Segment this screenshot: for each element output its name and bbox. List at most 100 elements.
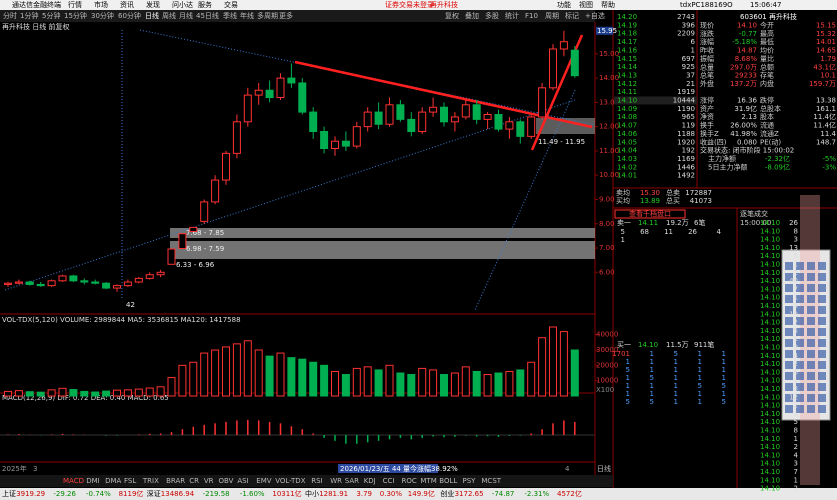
period-tab[interactable]: 60分钟: [118, 11, 141, 20]
tool-icon[interactable]: [818, 273, 826, 281]
tool-icon[interactable]: [785, 383, 793, 391]
period-tab[interactable]: 分时: [3, 11, 17, 20]
period-tab[interactable]: 15分钟: [64, 11, 87, 20]
menu-item[interactable]: 交易: [224, 0, 238, 9]
period-tab[interactable]: 30分钟: [91, 11, 114, 20]
tool-button[interactable]: 统计: [505, 11, 519, 20]
tool-icon[interactable]: [796, 372, 804, 380]
indicator-tab[interactable]: DMA: [105, 477, 121, 485]
tool-button[interactable]: 周期: [545, 12, 559, 20]
period-tab[interactable]: 1分钟: [20, 11, 38, 20]
tool-icon[interactable]: [796, 273, 804, 281]
tool-icon[interactable]: [785, 284, 793, 292]
menu-item[interactable]: 行情: [68, 0, 82, 9]
menu-item[interactable]: 帮助: [601, 0, 615, 9]
indicator-tab[interactable]: CCI: [383, 477, 395, 485]
tool-icon[interactable]: [818, 361, 826, 369]
tool-icon[interactable]: [796, 339, 804, 347]
tool-button[interactable]: +自选: [585, 11, 605, 20]
tool-icon[interactable]: [796, 405, 804, 413]
tool-icon[interactable]: [785, 306, 793, 314]
indicator-tab[interactable]: DMI: [86, 477, 100, 485]
menu-item[interactable]: 问小达: [172, 0, 193, 9]
indicator-tab[interactable]: MCST: [481, 477, 501, 485]
tool-icon[interactable]: [796, 328, 804, 336]
tool-icon[interactable]: [818, 295, 826, 303]
tool-icon[interactable]: [807, 394, 815, 402]
tool-icon[interactable]: [818, 284, 826, 292]
tool-icon[interactable]: [818, 328, 826, 336]
tool-icon[interactable]: [818, 317, 826, 325]
period-tab[interactable]: 更多: [279, 11, 293, 20]
tool-icon[interactable]: [807, 328, 815, 336]
indicator-tab[interactable]: CR: [189, 477, 199, 485]
tool-icon[interactable]: [796, 350, 804, 358]
indicator-tab[interactable]: FSL: [124, 477, 136, 485]
tool-icon[interactable]: [785, 394, 793, 402]
tool-icon[interactable]: [785, 273, 793, 281]
tool-button[interactable]: 多股: [485, 11, 499, 20]
period-tab[interactable]: 月线: [179, 11, 193, 20]
tool-icon[interactable]: [796, 262, 804, 270]
tool-icon[interactable]: [807, 317, 815, 325]
period-tab[interactable]: 多周期: [257, 11, 278, 20]
period-tab[interactable]: 年线: [240, 11, 254, 20]
tool-icon[interactable]: [796, 394, 804, 402]
indicator-tab[interactable]: WR: [330, 477, 342, 485]
tool-icon[interactable]: [807, 350, 815, 358]
tool-icon[interactable]: [785, 295, 793, 303]
tool-icon[interactable]: [785, 372, 793, 380]
tool-button[interactable]: 叠加: [465, 11, 479, 20]
tool-button[interactable]: 标记: [565, 11, 579, 20]
tool-icon[interactable]: [796, 317, 804, 325]
menu-item[interactable]: 服务: [198, 0, 212, 9]
tool-icon[interactable]: [807, 339, 815, 347]
indicator-tab[interactable]: VR: [204, 477, 214, 485]
tool-icon[interactable]: [807, 284, 815, 292]
tool-icon[interactable]: [785, 317, 793, 325]
period-tab[interactable]: 季线: [223, 11, 237, 20]
indicator-tab[interactable]: OBV: [219, 477, 234, 485]
link-button[interactable]: [614, 209, 686, 219]
indicator-tab[interactable]: BOLL: [439, 477, 457, 485]
indicator-tab[interactable]: KDJ: [364, 477, 376, 485]
tool-icon[interactable]: [785, 350, 793, 358]
indicator-tab[interactable]: PSY: [463, 477, 477, 485]
period-tab[interactable]: 45日线: [196, 11, 219, 20]
indicator-tab[interactable]: MACD: [63, 477, 84, 485]
indicator-tab[interactable]: EMV: [256, 477, 271, 485]
menu-item[interactable]: 功能: [557, 0, 571, 9]
tool-icon[interactable]: [807, 295, 815, 303]
tool-icon[interactable]: [785, 262, 793, 270]
indicator-tab[interactable]: BRAR: [166, 477, 185, 485]
indicator-tab[interactable]: MTM: [420, 477, 436, 485]
menu-item[interactable]: 视图: [579, 0, 593, 9]
tool-button[interactable]: F10: [525, 12, 538, 20]
tool-icon[interactable]: [785, 361, 793, 369]
menu-item[interactable]: 资讯: [120, 0, 134, 9]
tool-icon[interactable]: [796, 383, 804, 391]
period-tab[interactable]: 周线: [162, 11, 176, 20]
tool-icon[interactable]: [807, 405, 815, 413]
tool-icon[interactable]: [785, 328, 793, 336]
period-tab[interactable]: 5分钟: [42, 11, 60, 20]
tool-button[interactable]: 复权: [445, 11, 459, 20]
tool-icon[interactable]: [796, 361, 804, 369]
tool-icon[interactable]: [796, 295, 804, 303]
period-tab[interactable]: 日线: [145, 11, 159, 20]
tool-icon[interactable]: [807, 262, 815, 270]
tool-icon[interactable]: [818, 383, 826, 391]
tool-icon[interactable]: [807, 383, 815, 391]
indicator-tab[interactable]: ASI: [237, 477, 248, 485]
indicator-tab[interactable]: RSI: [311, 477, 322, 485]
tool-icon[interactable]: [818, 405, 826, 413]
tool-icon[interactable]: [818, 394, 826, 402]
tool-icon[interactable]: [785, 405, 793, 413]
menu-item[interactable]: 市场: [94, 0, 108, 9]
tool-icon[interactable]: [818, 262, 826, 270]
tool-icon[interactable]: [818, 339, 826, 347]
tool-icon[interactable]: [785, 339, 793, 347]
indicator-tab[interactable]: SAR: [345, 477, 359, 485]
indicator-tab[interactable]: VOL-TDX: [275, 477, 306, 485]
tool-icon[interactable]: [807, 361, 815, 369]
